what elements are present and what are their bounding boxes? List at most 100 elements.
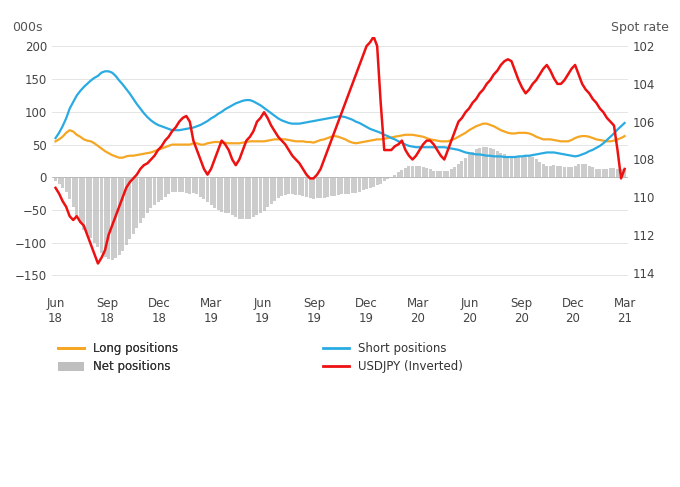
Bar (503, 154, 506, 177)
Bar (217, 177, 220, 210)
Bar (309, 177, 311, 198)
Bar (150, 177, 152, 208)
Bar (570, 167, 573, 177)
Bar (375, 177, 379, 185)
Bar (231, 177, 234, 215)
Bar (369, 177, 371, 188)
Bar (379, 177, 382, 184)
Bar (93, 177, 96, 243)
Bar (58, 177, 61, 184)
Bar (486, 147, 488, 177)
Bar (609, 168, 612, 177)
Bar (298, 177, 301, 195)
Bar (89, 177, 92, 238)
Bar (531, 157, 534, 177)
Bar (266, 177, 269, 207)
Bar (592, 167, 594, 177)
Bar (188, 177, 191, 194)
Bar (316, 177, 318, 198)
Bar (248, 177, 252, 219)
Bar (401, 170, 403, 177)
Bar (372, 177, 375, 187)
Bar (521, 156, 524, 177)
Bar (344, 177, 347, 194)
Bar (54, 177, 57, 181)
Bar (160, 177, 163, 200)
Legend: Long positions, Net positions: Long positions, Net positions (58, 342, 178, 373)
Bar (273, 177, 276, 201)
Bar (167, 177, 170, 194)
Bar (577, 164, 580, 177)
Bar (65, 177, 67, 192)
Bar (446, 171, 449, 177)
Bar (118, 177, 120, 255)
Bar (598, 169, 601, 177)
Bar (185, 177, 188, 193)
Bar (245, 177, 248, 219)
Bar (450, 169, 453, 177)
Bar (404, 168, 407, 177)
Bar (124, 177, 128, 244)
Bar (171, 177, 173, 192)
Bar (97, 177, 99, 247)
Bar (563, 167, 566, 177)
Bar (227, 177, 231, 213)
Bar (351, 177, 354, 193)
Bar (256, 177, 258, 215)
Bar (291, 177, 294, 194)
Bar (415, 166, 418, 177)
Bar (595, 169, 598, 177)
Bar (510, 156, 513, 177)
Bar (407, 166, 411, 177)
Bar (121, 177, 124, 251)
Bar (294, 177, 297, 195)
Bar (581, 164, 583, 177)
Bar (284, 177, 287, 195)
Bar (475, 149, 477, 177)
Bar (616, 169, 619, 177)
Bar (383, 177, 386, 181)
Bar (195, 177, 199, 194)
Bar (262, 177, 266, 211)
Bar (322, 177, 326, 198)
Bar (468, 154, 471, 177)
Bar (545, 166, 548, 177)
Bar (347, 177, 350, 194)
Bar (613, 168, 615, 177)
Bar (499, 153, 503, 177)
Bar (443, 171, 446, 177)
Bar (464, 158, 467, 177)
Bar (177, 177, 181, 192)
Bar (411, 166, 414, 177)
Text: Spot rate: Spot rate (611, 21, 668, 34)
Bar (164, 177, 167, 197)
Bar (107, 177, 110, 259)
Bar (100, 177, 103, 253)
Bar (224, 177, 226, 213)
Bar (220, 177, 223, 212)
Bar (71, 177, 75, 207)
Bar (270, 177, 273, 204)
Bar (556, 166, 559, 177)
Bar (623, 169, 626, 177)
Bar (422, 167, 424, 177)
Bar (213, 177, 216, 208)
Bar (619, 169, 623, 177)
Bar (312, 177, 315, 199)
Bar (605, 169, 609, 177)
Bar (602, 169, 605, 177)
Bar (365, 177, 368, 189)
Bar (142, 177, 146, 218)
Bar (319, 177, 322, 198)
Bar (103, 177, 107, 257)
Bar (301, 177, 305, 196)
Bar (203, 177, 205, 199)
Bar (358, 177, 361, 192)
Bar (146, 177, 149, 213)
Bar (277, 177, 279, 198)
Bar (549, 166, 552, 177)
Bar (428, 169, 432, 177)
Bar (454, 167, 456, 177)
Bar (432, 171, 435, 177)
Bar (534, 159, 538, 177)
